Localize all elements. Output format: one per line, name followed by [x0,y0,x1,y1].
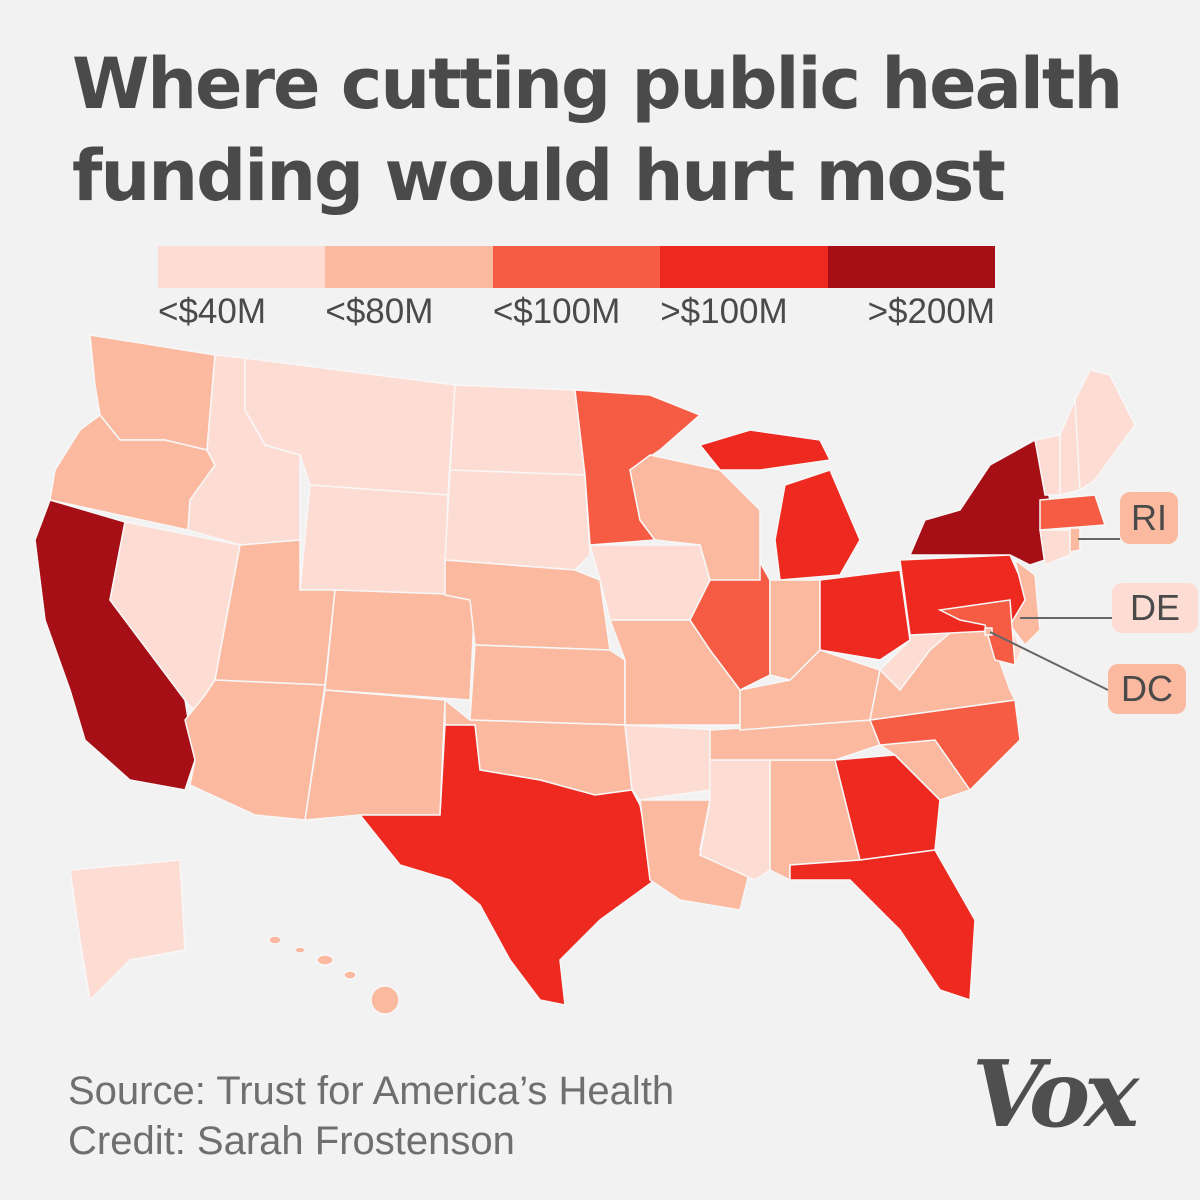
footer: Source: Trust for America’s Health Credi… [68,1066,674,1166]
callout-de: DE [1112,583,1198,633]
legend-labels: <$40M <$80M <$100M >$100M >$200M [158,292,995,332]
legend-label: <$100M [492,292,621,331]
callout-dc: DC [1108,664,1186,714]
legend: <$40M <$80M <$100M >$100M >$200M [158,246,996,332]
source-text: Source: Trust for America’s Health [68,1069,675,1113]
legend-label: <$80M [325,292,434,331]
state-ak [69,859,186,1002]
state-ga [834,754,941,861]
state-in [769,579,821,681]
state-ks [469,644,626,726]
state-sd [444,469,591,571]
state-mi [698,429,832,471]
chart-title: Where cutting public health funding woul… [72,38,1172,222]
state-wi [629,454,761,581]
title-line-1: Where cutting public health [72,43,1123,125]
legend-label: <$40M [158,292,266,331]
state-hi [316,954,334,966]
state-nm [304,689,446,821]
state-hi [343,970,357,980]
state-mi [774,469,861,581]
legend-swatches [158,246,996,288]
state-hi [268,935,282,945]
legend-swatch [158,246,326,288]
state-az [184,679,326,821]
state-ia [589,544,711,621]
legend-swatch [325,246,493,288]
vox-logo: Vox [972,1040,1139,1148]
legend-swatch [827,246,996,288]
state-nd [449,384,586,476]
callout-ri: RI [1120,492,1178,544]
legend-label: >$100M [660,292,788,331]
state-hi [370,985,400,1015]
state-dc [984,627,993,636]
state-me [1074,369,1136,492]
state-ma [1039,494,1107,531]
state-wy [299,484,449,596]
state-ar [624,724,721,801]
state-oh [819,569,911,661]
legend-label: >$200M [867,292,996,331]
legend-swatch [492,246,661,288]
credit-text: Credit: Sarah Frostenson [68,1119,515,1163]
state-ri [1069,527,1081,553]
title-line-2: funding would hurt most [72,135,1006,217]
state-co [324,589,476,701]
state-fl [789,849,976,1002]
state-hi [294,946,306,954]
legend-swatch [660,246,828,288]
state-ny [908,438,1061,566]
state-ct [1039,529,1071,567]
state-nj [1009,558,1041,647]
state-tx [358,724,656,1006]
state-md [937,599,1016,666]
callout-leader-line [989,631,1109,691]
